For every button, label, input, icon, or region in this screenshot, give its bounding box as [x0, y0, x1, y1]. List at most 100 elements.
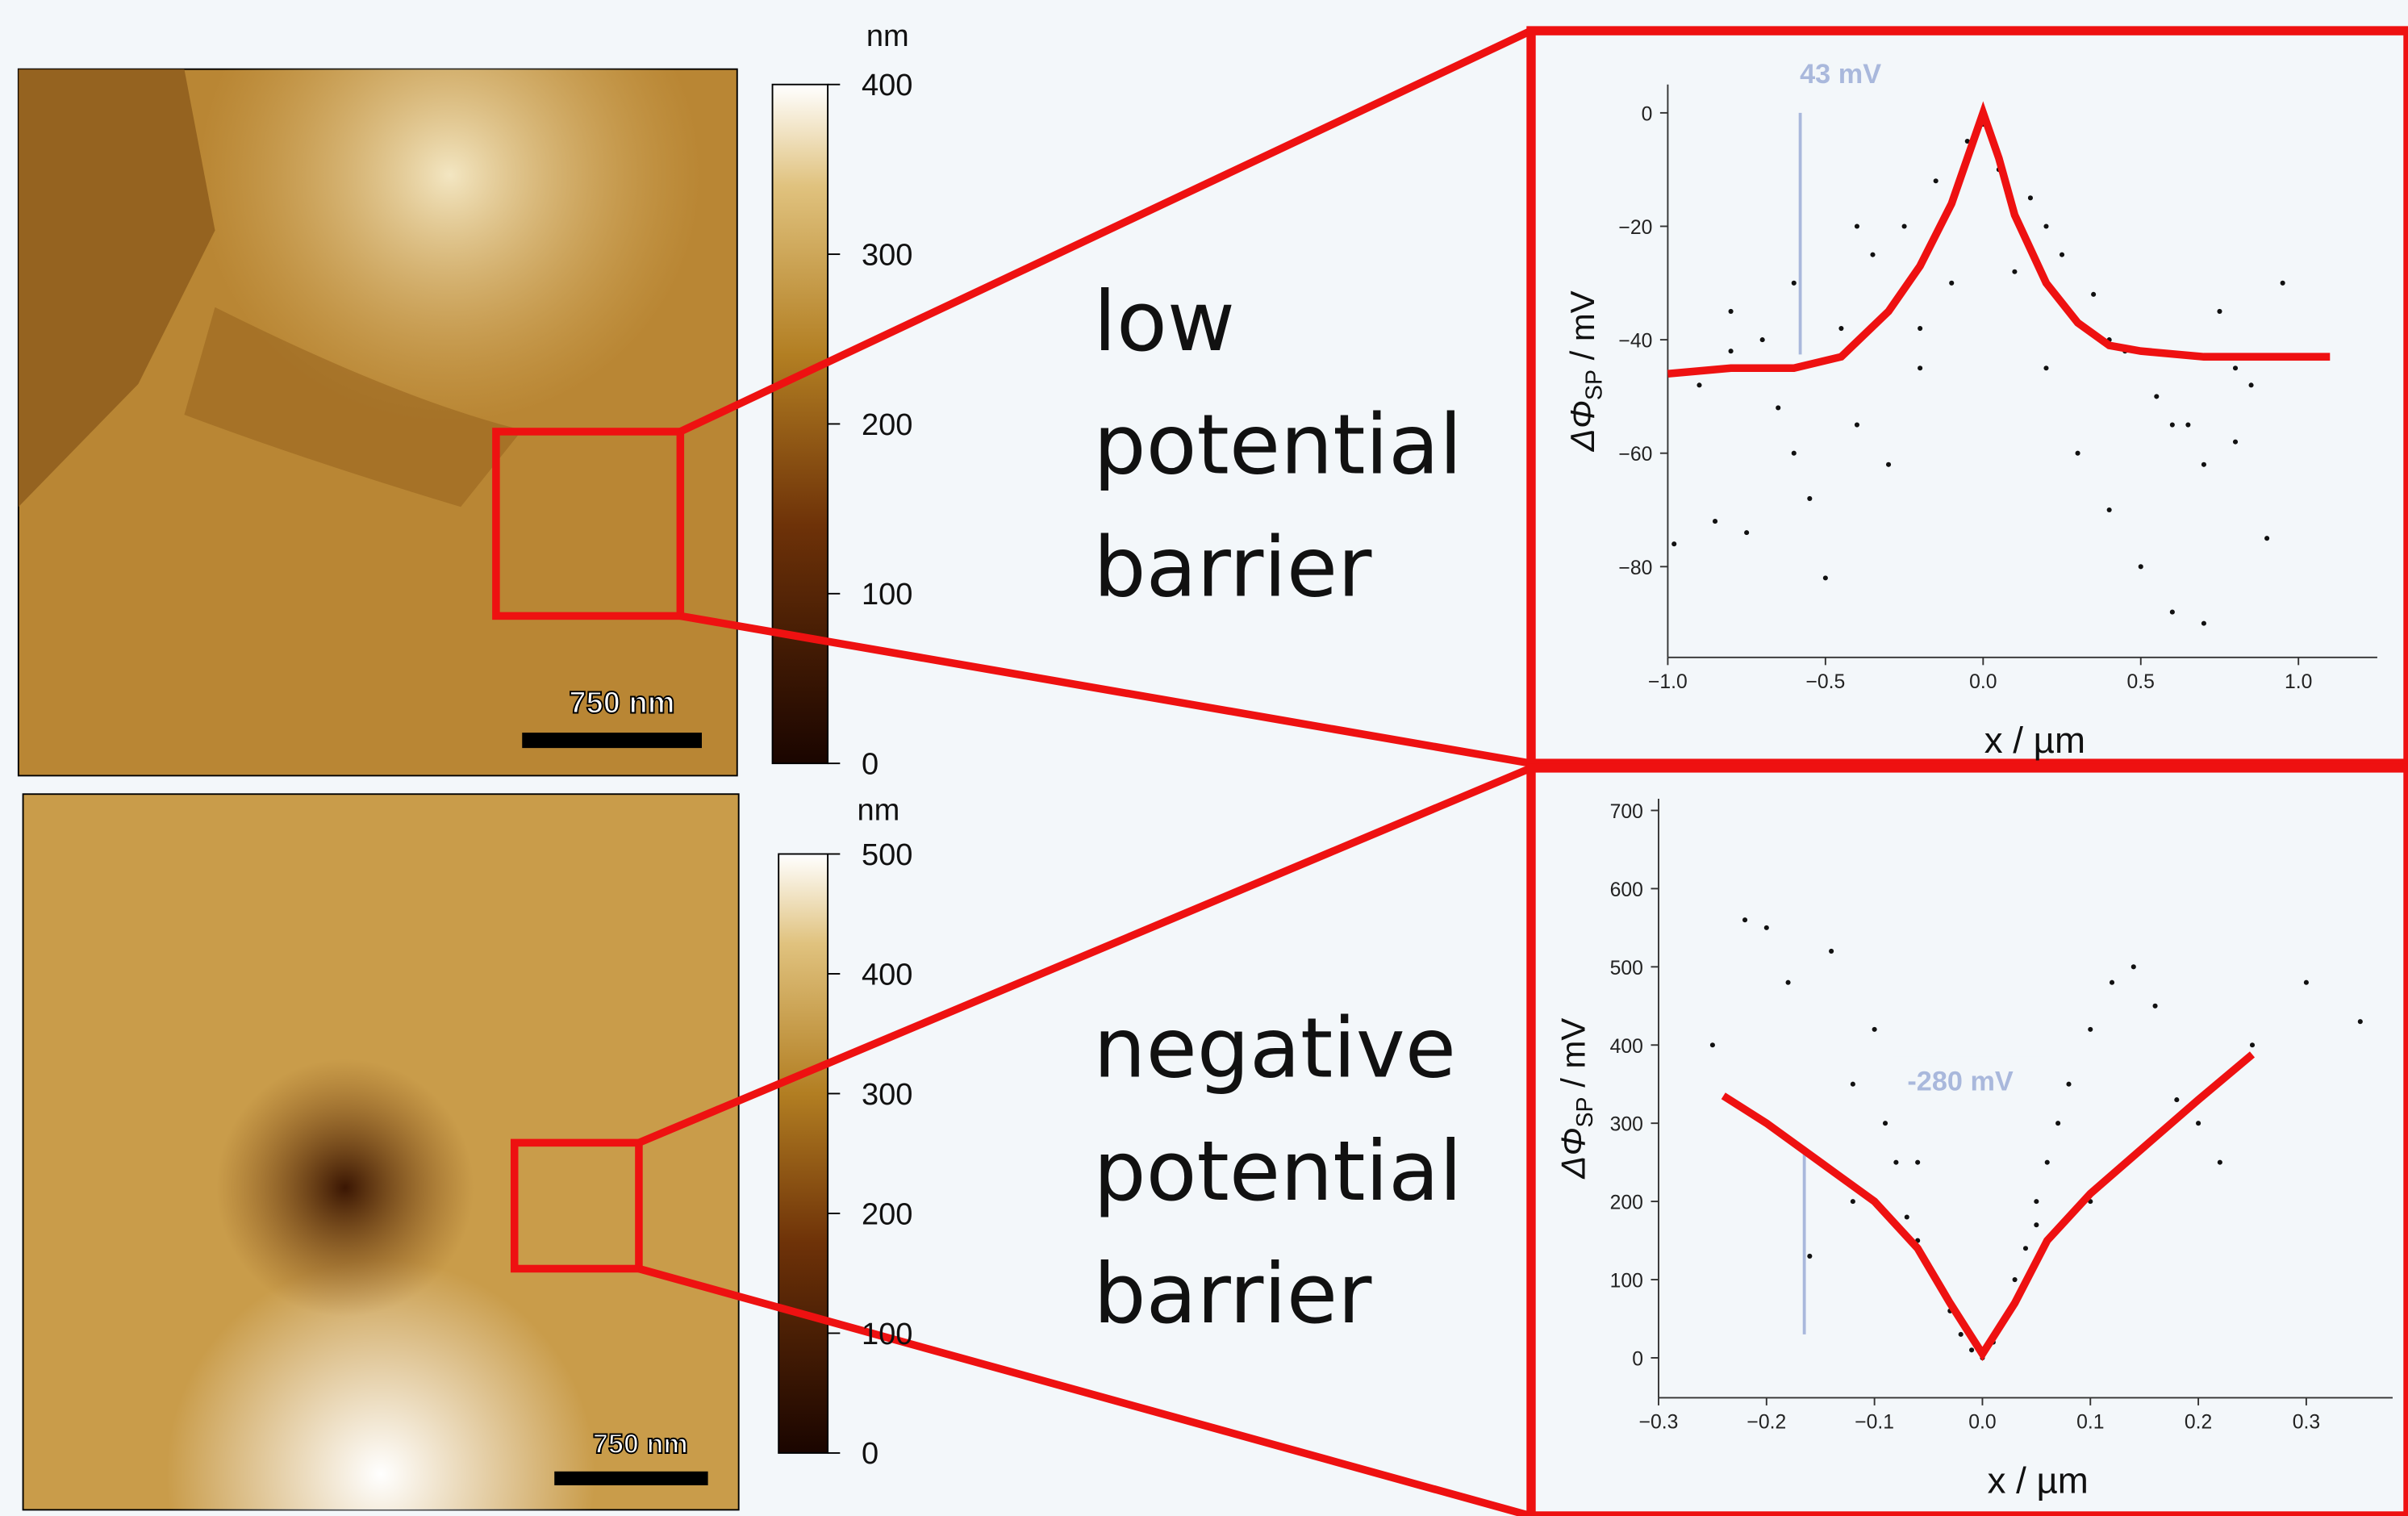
data-point [1713, 519, 1718, 524]
data-point [2043, 365, 2049, 371]
data-point [1872, 1026, 1877, 1032]
x-tick-label: 0.5 [2127, 671, 2155, 693]
colorbar-tick-label: 400 [862, 69, 913, 102]
data-point [2022, 1246, 2029, 1251]
annotation-box [1784, 48, 1926, 98]
data-point [2174, 1097, 2180, 1103]
data-point [1791, 280, 1797, 286]
annotation: 43 mV [1800, 59, 1881, 90]
data-point [1885, 461, 1892, 467]
data-point [2232, 365, 2239, 371]
data-point [2130, 964, 2136, 970]
data-point [1882, 1121, 1888, 1126]
caption: low [1093, 274, 1235, 370]
data-point [1776, 405, 1781, 411]
data-point [2154, 394, 2160, 399]
data-point [2034, 1222, 2039, 1228]
annotation: -280 mV [1907, 1067, 2014, 1097]
y-axis-label-part: / mV [1555, 1018, 1592, 1097]
y-tick-label: 500 [1610, 958, 1643, 979]
data-point [1933, 178, 1939, 184]
y-tick-label: 400 [1610, 1036, 1643, 1058]
data-point [1742, 917, 1748, 923]
colorbar-tick-label: 500 [862, 838, 913, 872]
data-point [2034, 1199, 2039, 1205]
data-point [1728, 349, 1734, 354]
data-point [2264, 536, 2270, 541]
data-point [1850, 1199, 1855, 1205]
colorbar-tick-label: 100 [862, 578, 913, 612]
data-point [2201, 620, 2206, 626]
x-tick-label: −0.5 [1805, 671, 1845, 693]
data-point [1901, 223, 1907, 229]
data-point [1969, 1347, 1975, 1353]
data-point [2027, 195, 2033, 201]
y-tick-label: 0 [1642, 103, 1653, 125]
data-point [1822, 575, 1828, 581]
data-point [2217, 308, 2222, 314]
data-point [1854, 422, 1859, 428]
data-point [1918, 325, 1923, 332]
y-tick-label: −20 [1618, 217, 1652, 239]
colorbar-tick-label: 200 [862, 1197, 913, 1231]
data-point [2091, 291, 2097, 297]
colorbar [778, 853, 829, 1454]
data-point [2185, 422, 2191, 428]
data-point [2138, 564, 2143, 570]
data-point [2169, 609, 2175, 615]
scale-bar-label: 750 nm [569, 686, 674, 720]
x-tick-label: −1.0 [1648, 671, 1688, 693]
colorbar-tick-label: 100 [862, 1318, 913, 1351]
data-point [1958, 1331, 1964, 1337]
caption: negative [1093, 1001, 1456, 1097]
data-point [1763, 925, 1769, 930]
colorbar-tick-label: 300 [862, 238, 913, 272]
y-tick-label: −60 [1618, 444, 1652, 466]
y-axis-label-part: SP [1582, 370, 1608, 400]
data-point [2280, 280, 2285, 286]
x-tick-label: 0.3 [2293, 1411, 2320, 1433]
data-point [2055, 1121, 2061, 1126]
data-point [2303, 979, 2309, 985]
data-point [2012, 1276, 2018, 1283]
data-point [2043, 223, 2049, 229]
data-point [1671, 541, 1677, 547]
data-point [1759, 337, 1765, 343]
y-tick-label: 0 [1632, 1348, 1643, 1370]
x-axis-label: x / µm [1988, 1460, 2089, 1501]
x-tick-label: 0.1 [2076, 1411, 2104, 1433]
data-point [2169, 422, 2175, 428]
caption: potential [1093, 1124, 1462, 1220]
data-point [1850, 1081, 1855, 1087]
data-point [2232, 439, 2239, 445]
data-point [2357, 1019, 2363, 1025]
y-axis-label-part: ΔΦ [1555, 1128, 1592, 1180]
data-point [1949, 280, 1955, 286]
data-point [1785, 979, 1791, 985]
y-tick-label: 700 [1610, 801, 1643, 823]
data-point [2196, 1121, 2201, 1126]
y-tick-label: 200 [1610, 1192, 1643, 1214]
x-tick-label: 0.2 [2185, 1411, 2212, 1433]
data-point [2075, 450, 2080, 456]
y-tick-label: −80 [1618, 558, 1652, 579]
data-point [2059, 252, 2065, 257]
data-point [2106, 507, 2112, 513]
y-tick-label: 600 [1610, 879, 1643, 901]
y-axis-label: ΔΦSP / mV [1563, 290, 1608, 452]
afm-texture [184, 307, 523, 507]
scale-bar [554, 1471, 708, 1485]
colorbar-tick-label: 300 [862, 1078, 913, 1112]
data-point [1696, 382, 1702, 388]
data-point [1838, 325, 1844, 332]
data-point [1904, 1214, 1909, 1220]
y-tick-label: 300 [1610, 1114, 1643, 1136]
colorbar-tick-label: 0 [862, 747, 878, 781]
data-point [1870, 252, 1876, 257]
data-point [2249, 1042, 2256, 1048]
data-point [1854, 223, 1859, 229]
x-tick-label: −0.1 [1855, 1411, 1894, 1433]
data-point [2012, 269, 2018, 274]
